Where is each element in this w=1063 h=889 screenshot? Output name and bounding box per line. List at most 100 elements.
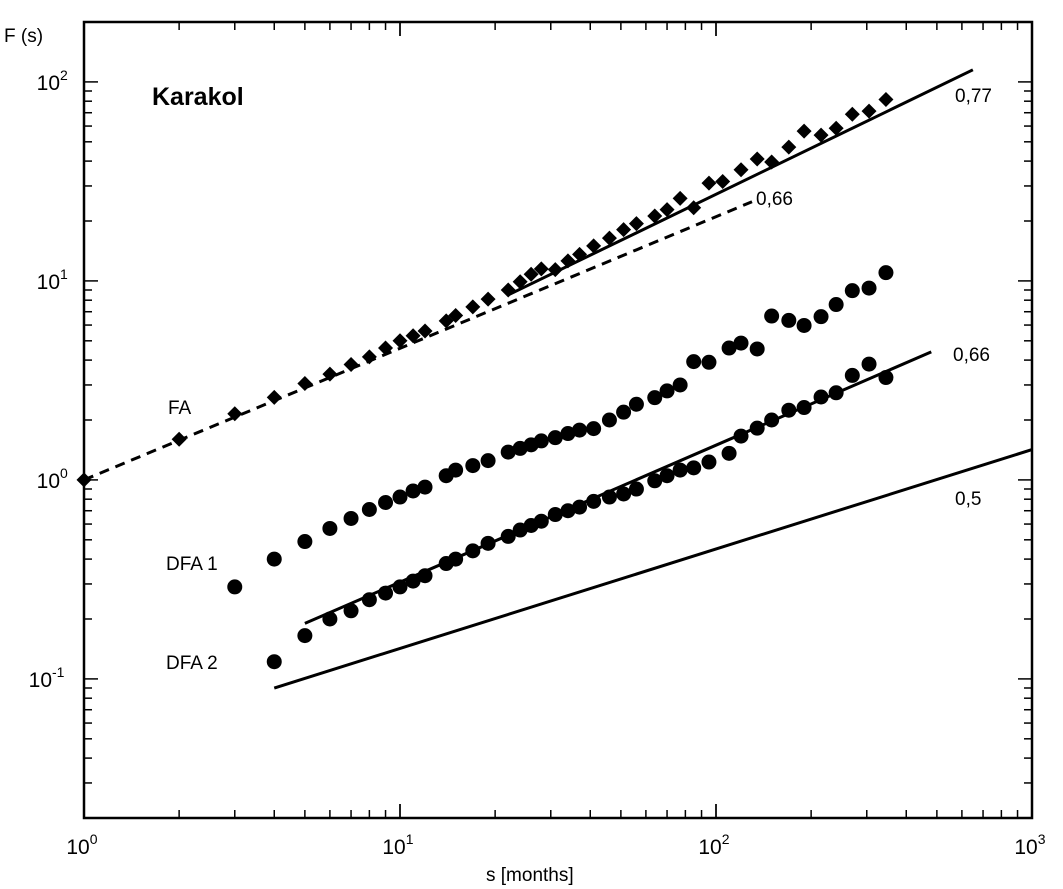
dfa2-point — [297, 628, 313, 644]
dfa2-point — [533, 513, 549, 529]
dfa1-point — [813, 309, 829, 325]
fa-point — [361, 349, 377, 365]
dfa2-point — [343, 603, 359, 619]
y-axis-label: F (s) — [4, 26, 43, 47]
fa-point — [715, 173, 731, 189]
dfa2-point — [781, 402, 797, 418]
tick-base: 10 — [382, 836, 405, 859]
fit-label-reference: 0,5 — [955, 489, 981, 510]
fa-point — [227, 406, 243, 422]
fa-point — [480, 291, 496, 307]
dfa2-point — [448, 551, 464, 567]
y-tick-label: 10 0 — [37, 465, 68, 493]
fa-point — [701, 175, 717, 191]
dfa2-point — [686, 460, 702, 476]
fa-point — [560, 253, 576, 269]
dfa1-point — [227, 579, 243, 595]
fa-point — [878, 91, 894, 107]
axis-ticks — [83, 21, 1033, 819]
dfa1-point — [547, 430, 563, 446]
tick-base: 10 — [37, 72, 60, 95]
fa-point — [512, 274, 528, 290]
dfa2-point — [417, 568, 433, 584]
fa-point — [405, 328, 421, 344]
fa-point — [659, 202, 675, 218]
dfa2-point — [266, 654, 282, 670]
fa-point — [601, 230, 617, 246]
dfa1-point — [586, 421, 602, 437]
fa-point — [828, 120, 844, 136]
data-marks — [76, 91, 894, 670]
dfa1-point — [844, 283, 860, 299]
tick-base: 10 — [66, 836, 89, 859]
dfa2-point — [659, 468, 675, 484]
dfa2-point — [701, 454, 717, 470]
dfa2-point — [560, 503, 576, 519]
tick-exponent: 2 — [60, 67, 68, 83]
dfa1-point — [572, 422, 588, 438]
dfa1-point — [533, 433, 549, 449]
fa-point — [749, 151, 765, 167]
tick-base: 10 — [698, 836, 721, 859]
dfa2-point — [392, 579, 408, 595]
annotation-dfa1: DFA 1 — [166, 554, 218, 575]
fa-point — [448, 308, 464, 324]
y-tick-label: 10 1 — [37, 266, 68, 294]
tick-exponent: 3 — [1038, 831, 1046, 847]
dfa1-point — [647, 390, 663, 406]
dfa1-point — [796, 317, 812, 333]
fa-point — [813, 127, 829, 143]
y-tick-label: 10 2 — [37, 67, 68, 95]
fa-point — [378, 340, 394, 356]
dfa1-point — [733, 335, 749, 351]
tick-base: 10 — [29, 669, 52, 692]
fa-point — [686, 200, 702, 216]
y-tick-label: 10 -1 — [29, 664, 65, 692]
fa-point — [616, 222, 632, 238]
fa-point — [647, 208, 663, 224]
dfa1-point — [764, 308, 780, 324]
fa-point — [392, 333, 408, 349]
dfa1-point — [878, 265, 894, 281]
dfa2-point — [844, 367, 860, 383]
dfa2-point — [861, 356, 877, 372]
fa-point — [322, 366, 338, 382]
dfa1-point — [721, 340, 737, 356]
dfa2-point — [749, 420, 765, 436]
x-tick-label: 10 1 — [382, 831, 413, 859]
dfa1-point — [297, 534, 313, 550]
dfa2-point — [322, 611, 338, 627]
fa-point — [266, 389, 282, 405]
dfa1-point — [601, 412, 617, 428]
tick-base: 10 — [37, 470, 60, 493]
fa-point — [572, 246, 588, 262]
dfa2-point — [405, 573, 421, 589]
dfa1-point — [500, 444, 516, 460]
dfa1-point — [465, 458, 481, 474]
fa-point — [781, 139, 797, 155]
fa-point — [547, 262, 563, 278]
fa-point — [796, 123, 812, 139]
tick-exponent: 2 — [722, 831, 730, 847]
dfa2-point — [813, 389, 829, 405]
dfa1-point — [266, 551, 282, 567]
dfa1-point — [659, 383, 675, 399]
dfa1-point — [322, 520, 338, 536]
annotation-dfa2: DFA 2 — [166, 653, 218, 674]
tick-exponent: 0 — [60, 465, 68, 481]
fa-point — [76, 472, 92, 488]
dfa2-point — [733, 428, 749, 444]
dfa1-point — [749, 341, 765, 357]
tick-exponent: -1 — [52, 664, 65, 680]
dfa1-point — [392, 489, 408, 505]
dfa2-point — [480, 535, 496, 551]
dfa2-point — [721, 445, 737, 461]
dfa1-point — [448, 462, 464, 478]
dfa1-point — [672, 377, 688, 393]
dfa1-point — [861, 280, 877, 296]
fa-point — [672, 190, 688, 206]
fa-point — [533, 261, 549, 277]
x-axis-label: s [months] — [486, 865, 574, 886]
dfa2-point — [586, 493, 602, 509]
fa-point — [523, 266, 539, 282]
